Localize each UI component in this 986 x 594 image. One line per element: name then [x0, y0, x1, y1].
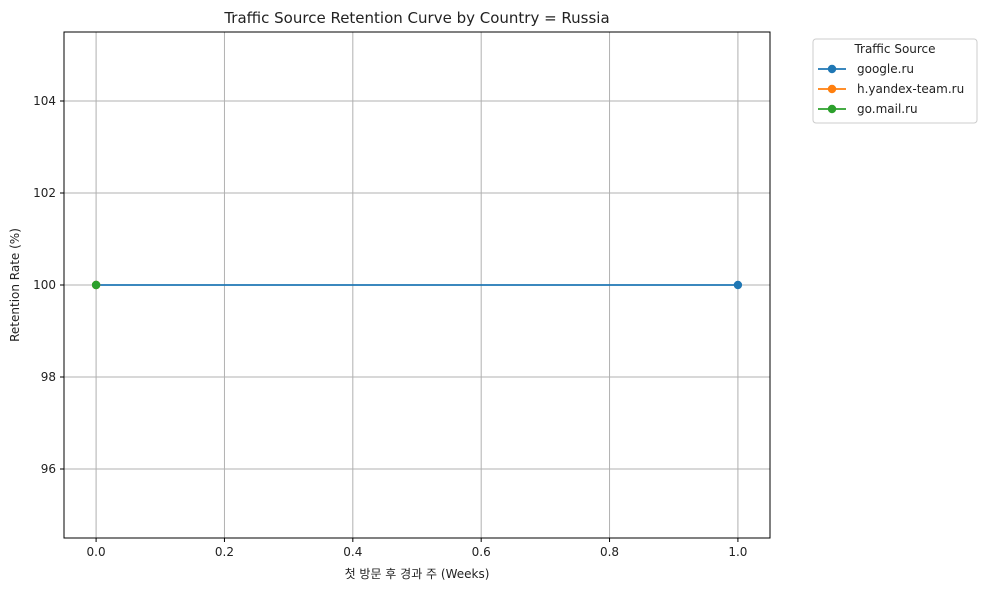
legend-marker: [827, 64, 837, 74]
x-tick-label: 0.2: [215, 545, 234, 559]
legend-box: [812, 38, 978, 124]
legend-label: google.ru: [857, 62, 914, 76]
y-axis-label: Retention Rate (%): [8, 228, 22, 342]
y-tick-label: 96: [41, 462, 56, 476]
x-tick-label: 0.8: [600, 545, 619, 559]
chart-title: Traffic Source Retention Curve by Countr…: [223, 9, 609, 27]
series-layer: [91, 280, 743, 290]
legend-entry: h.yandex-team.ru: [818, 82, 964, 96]
x-tick-label: 0.4: [343, 545, 362, 559]
legend-label: h.yandex-team.ru: [857, 82, 964, 96]
x-tick-label: 0.6: [472, 545, 491, 559]
tick-layer: 0.0 0.2 0.4 0.6 0.8 1.0 96 98 100 102 104: [33, 94, 747, 559]
y-tick-label: 98: [41, 370, 56, 384]
legend-title: Traffic Source: [853, 42, 935, 56]
legend-entries: google.ru h.yandex-team.ru go.mail.ru: [818, 62, 964, 116]
x-tick-label: 0.0: [87, 545, 106, 559]
data-point: [733, 280, 743, 290]
series-google.ru: [91, 280, 743, 290]
legend-marker: [827, 104, 837, 114]
legend-entry: google.ru: [818, 62, 914, 76]
x-tick-label: 1.0: [728, 545, 747, 559]
y-tick-label: 102: [33, 186, 56, 200]
legend: Traffic Source google.ru h.yandex-team.ru…: [812, 38, 978, 124]
y-tick-label: 104: [33, 94, 56, 108]
data-point: [91, 280, 101, 290]
legend-label: go.mail.ru: [857, 102, 918, 116]
legend-marker: [827, 84, 837, 94]
x-axis-label: 첫 방문 후 경과 주 (Weeks): [345, 567, 490, 581]
y-tick-label: 100: [33, 278, 56, 292]
legend-entry: go.mail.ru: [818, 102, 918, 116]
series-go.mail.ru: [91, 280, 101, 290]
